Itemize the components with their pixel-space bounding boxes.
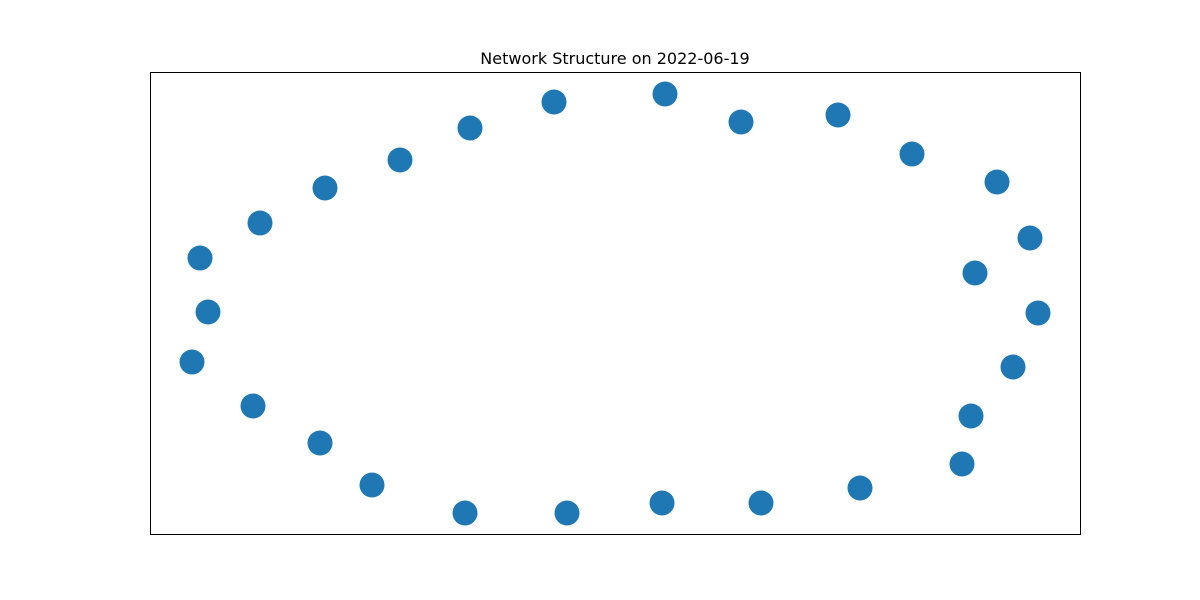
network-node-2 [649,490,675,516]
chart-title: Network Structure on 2022-06-19 [480,49,749,68]
network-node-12 [899,141,925,167]
network-node-4 [847,475,873,501]
network-node-15 [652,81,678,107]
nodes-layer [179,81,1051,526]
network-node-8 [1025,300,1051,326]
network-node-26 [359,472,385,498]
network-node-7 [1000,354,1026,380]
network-node-21 [187,245,213,271]
network-node-13 [825,102,851,128]
axes-frame [150,72,1081,535]
network-node-17 [457,115,483,141]
network-node-9 [962,260,988,286]
network-node-0 [452,500,478,526]
network-node-6 [958,403,984,429]
network-node-11 [984,169,1010,195]
network-node-5 [949,451,975,477]
network-node-16 [541,89,567,115]
network-node-10 [1017,225,1043,251]
network-node-14 [728,109,754,135]
network-node-20 [247,210,273,236]
network-node-18 [387,147,413,173]
network-node-24 [240,393,266,419]
network-node-23 [179,349,205,375]
network-node-19 [312,175,338,201]
network-node-25 [307,430,333,456]
network-node-1 [554,500,580,526]
network-node-22 [195,299,221,325]
network-node-3 [748,490,774,516]
